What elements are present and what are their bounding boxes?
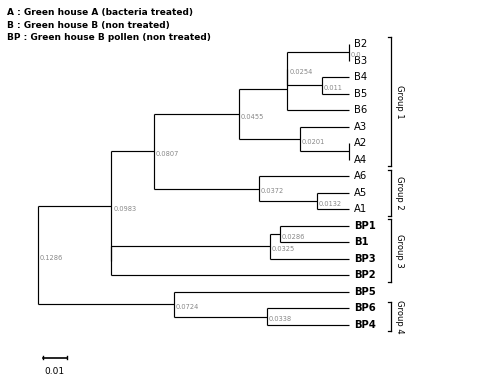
Text: BP4: BP4 [354,320,376,330]
Text: B2: B2 [354,39,368,49]
Text: 0.0338: 0.0338 [269,316,292,322]
Text: 0.011: 0.011 [324,85,343,91]
Text: Group 2: Group 2 [395,176,404,210]
Text: BP3: BP3 [354,254,376,264]
Text: Group 4: Group 4 [395,300,404,333]
Text: 0.1286: 0.1286 [40,255,63,261]
Text: 0.0807: 0.0807 [156,151,179,157]
Text: 0.0132: 0.0132 [319,201,342,207]
Text: 0.0201: 0.0201 [302,139,325,145]
Text: 0.01: 0.01 [45,367,65,376]
Text: A3: A3 [354,122,367,131]
Text: B3: B3 [354,56,367,66]
Text: B1: B1 [354,237,369,247]
Text: Group 3: Group 3 [395,234,404,267]
Text: A5: A5 [354,188,368,198]
Text: 0.0724: 0.0724 [176,304,199,310]
Text: 0.0372: 0.0372 [261,188,284,194]
Text: B : Green house B (non treated): B : Green house B (non treated) [7,21,170,30]
Text: BP5: BP5 [354,287,376,297]
Text: 0.0325: 0.0325 [272,246,295,252]
Text: BP : Green house B pollen (non treated): BP : Green house B pollen (non treated) [7,33,211,42]
Text: A4: A4 [354,155,367,165]
Text: 0.0983: 0.0983 [113,206,136,212]
Text: A : Green house A (bacteria treated): A : Green house A (bacteria treated) [7,8,193,17]
Text: Group 1: Group 1 [395,85,404,118]
Text: B4: B4 [354,72,367,82]
Text: B5: B5 [354,89,368,99]
Text: A6: A6 [354,171,368,181]
Text: A1: A1 [354,204,368,214]
Text: BP1: BP1 [354,221,376,231]
Text: 0.0286: 0.0286 [281,234,305,240]
Text: BP2: BP2 [354,270,376,280]
Text: 0.0455: 0.0455 [241,114,264,120]
Text: B6: B6 [354,105,368,115]
Text: 0.0: 0.0 [351,52,361,58]
Text: 0.0254: 0.0254 [289,69,313,75]
Text: BP6: BP6 [354,303,376,313]
Text: A2: A2 [354,138,368,148]
